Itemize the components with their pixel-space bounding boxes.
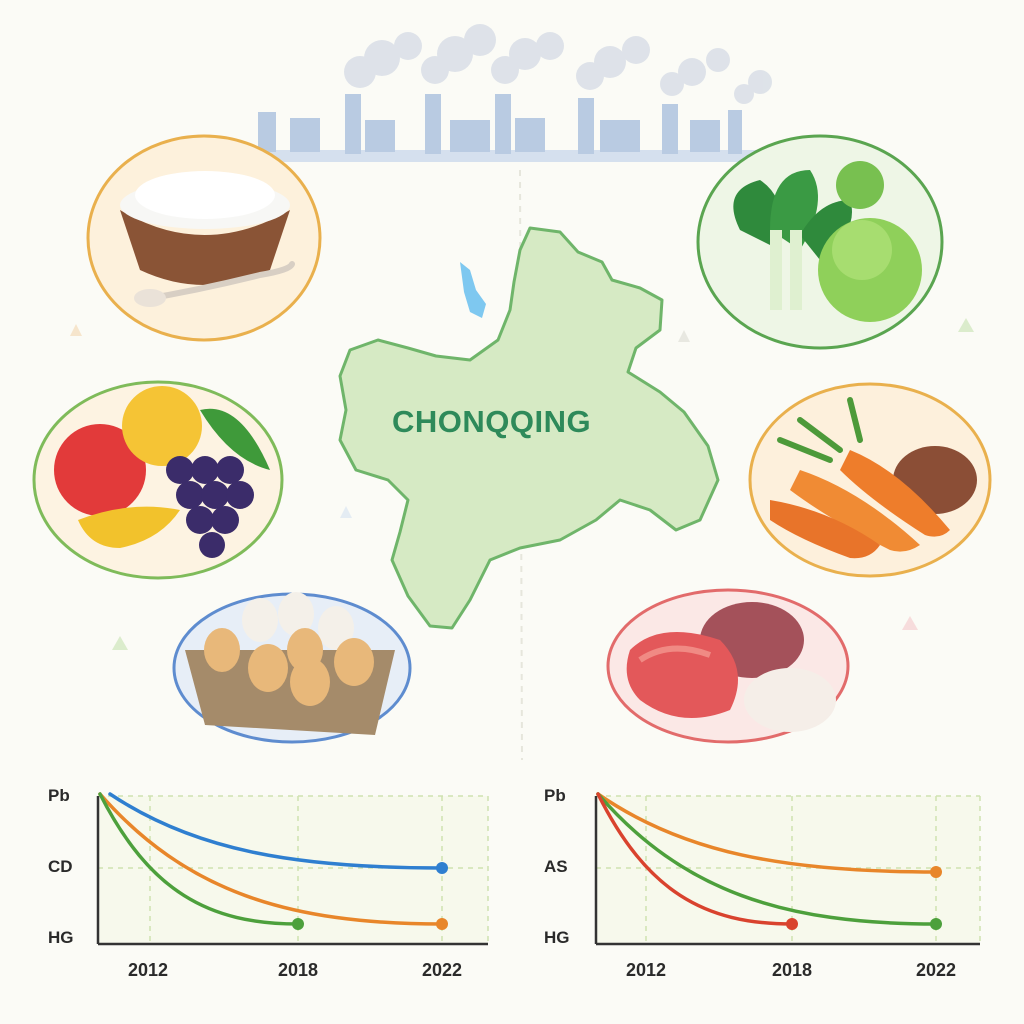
- left-y-label-cd: CD: [48, 857, 73, 876]
- chart-0-series-0-endpoint: [436, 862, 448, 874]
- root-vegetables-plate: [748, 382, 992, 578]
- chart-1-series-0-line: [596, 792, 938, 874]
- right-y-label-as: AS: [544, 857, 568, 876]
- region-title: CHONQQING: [392, 404, 592, 439]
- smoke-clouds: [344, 24, 772, 104]
- factory-skyline: [230, 94, 790, 162]
- left-y-label-hg: HG: [48, 928, 74, 947]
- chart-0-series-0-line: [108, 792, 444, 870]
- right-x-label-2012: 2012: [625, 960, 667, 980]
- eggs-plate: [172, 592, 412, 744]
- left-x-label-2022: 2022: [421, 960, 463, 980]
- chart-1-series-2-endpoint: [786, 918, 798, 930]
- fruits-plate: [32, 380, 284, 580]
- right-x-label-2022: 2022: [915, 960, 957, 980]
- chart-0-series-2-endpoint: [292, 918, 304, 930]
- left-x-label-2012: 2012: [127, 960, 169, 980]
- decorative-sparkles: [70, 318, 974, 650]
- chart-0-series-1-endpoint: [436, 918, 448, 930]
- chart-0-series-1-line: [98, 792, 444, 926]
- left-x-label-2018: 2018: [277, 960, 319, 980]
- right-x-label-2018: 2018: [771, 960, 813, 980]
- chart-1-series-1-endpoint: [930, 918, 942, 930]
- chart-1-series-2-line: [596, 792, 794, 926]
- right-y-label-pb: Pb: [544, 786, 566, 805]
- meat-plate: [606, 588, 850, 744]
- leafy-vegetables-plate: [696, 134, 944, 350]
- chart-right: [594, 792, 981, 946]
- chart-left: [96, 792, 489, 946]
- chongqing-map: [338, 226, 720, 630]
- left-y-label-pb: Pb: [48, 786, 70, 805]
- rice-plate: [86, 134, 322, 342]
- chart-1-series-1-line: [596, 792, 938, 926]
- chart-1-series-0-endpoint: [930, 866, 942, 878]
- right-y-label-hg: HG: [544, 928, 570, 947]
- chart-0-series-2-line: [98, 792, 300, 926]
